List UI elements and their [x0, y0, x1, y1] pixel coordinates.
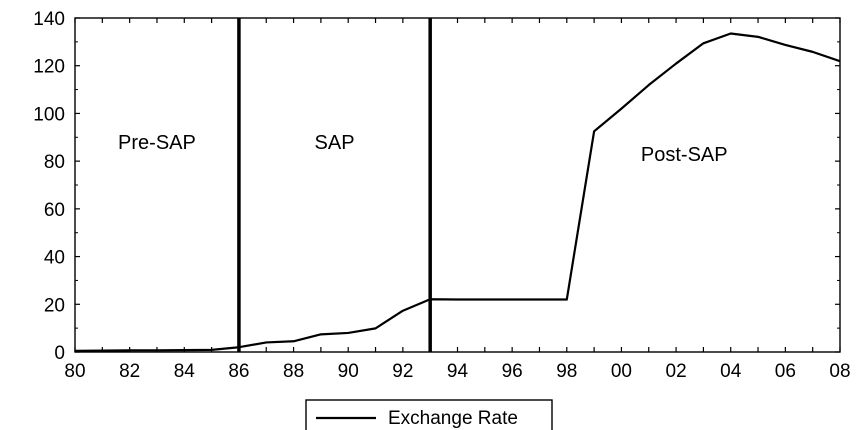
- x-axis: 80 82 84 86 88 90 92 94 96 98 00 02 04 06 08: [64, 18, 851, 382]
- x-tick-label: 90: [338, 361, 359, 382]
- period-label: Post-SAP: [641, 144, 728, 166]
- y-tick-label: 40: [44, 248, 65, 269]
- period-label: Pre-SAP: [118, 132, 196, 154]
- series-lines: [74, 32, 841, 352]
- x-tick-label: 08: [829, 361, 850, 382]
- legend-label: Exchange Rate: [388, 408, 518, 429]
- x-tick-label: 00: [611, 361, 632, 382]
- x-tick-label: 80: [64, 361, 85, 382]
- x-tick-label: 82: [119, 361, 140, 382]
- period-annotations: Pre-SAP SAP Post-SAP: [118, 132, 728, 166]
- x-tick-label: 88: [283, 361, 304, 382]
- x-tick-label: 84: [174, 361, 196, 382]
- y-tick-label: 20: [44, 295, 65, 316]
- x-tick-label: 86: [228, 361, 249, 382]
- plot-border: [74, 17, 841, 353]
- period-label: SAP: [315, 132, 355, 154]
- y-axis: 0 20 40 60 80 100 120 140: [33, 9, 840, 364]
- series-line: [74, 32, 841, 352]
- period-dividers: [237, 18, 432, 352]
- y-tick-label: 0: [54, 343, 65, 364]
- plot-frame: [74, 17, 841, 353]
- x-tick-label: 04: [720, 361, 742, 382]
- x-tick-label: 94: [447, 361, 469, 382]
- y-tick-label: 120: [33, 57, 65, 78]
- x-tick-label: 96: [502, 361, 523, 382]
- x-tick-label: 02: [666, 361, 687, 382]
- legend: Exchange Rate: [305, 399, 553, 430]
- y-tick-label: 60: [44, 200, 65, 221]
- x-tick-label: 06: [775, 361, 796, 382]
- x-tick-label: 92: [392, 361, 413, 382]
- legend-box: [305, 399, 553, 430]
- y-tick-label: 100: [33, 104, 65, 125]
- x-tick-label: 98: [556, 361, 577, 382]
- y-tick-label: 80: [44, 152, 65, 173]
- y-tick-label: 140: [33, 9, 65, 30]
